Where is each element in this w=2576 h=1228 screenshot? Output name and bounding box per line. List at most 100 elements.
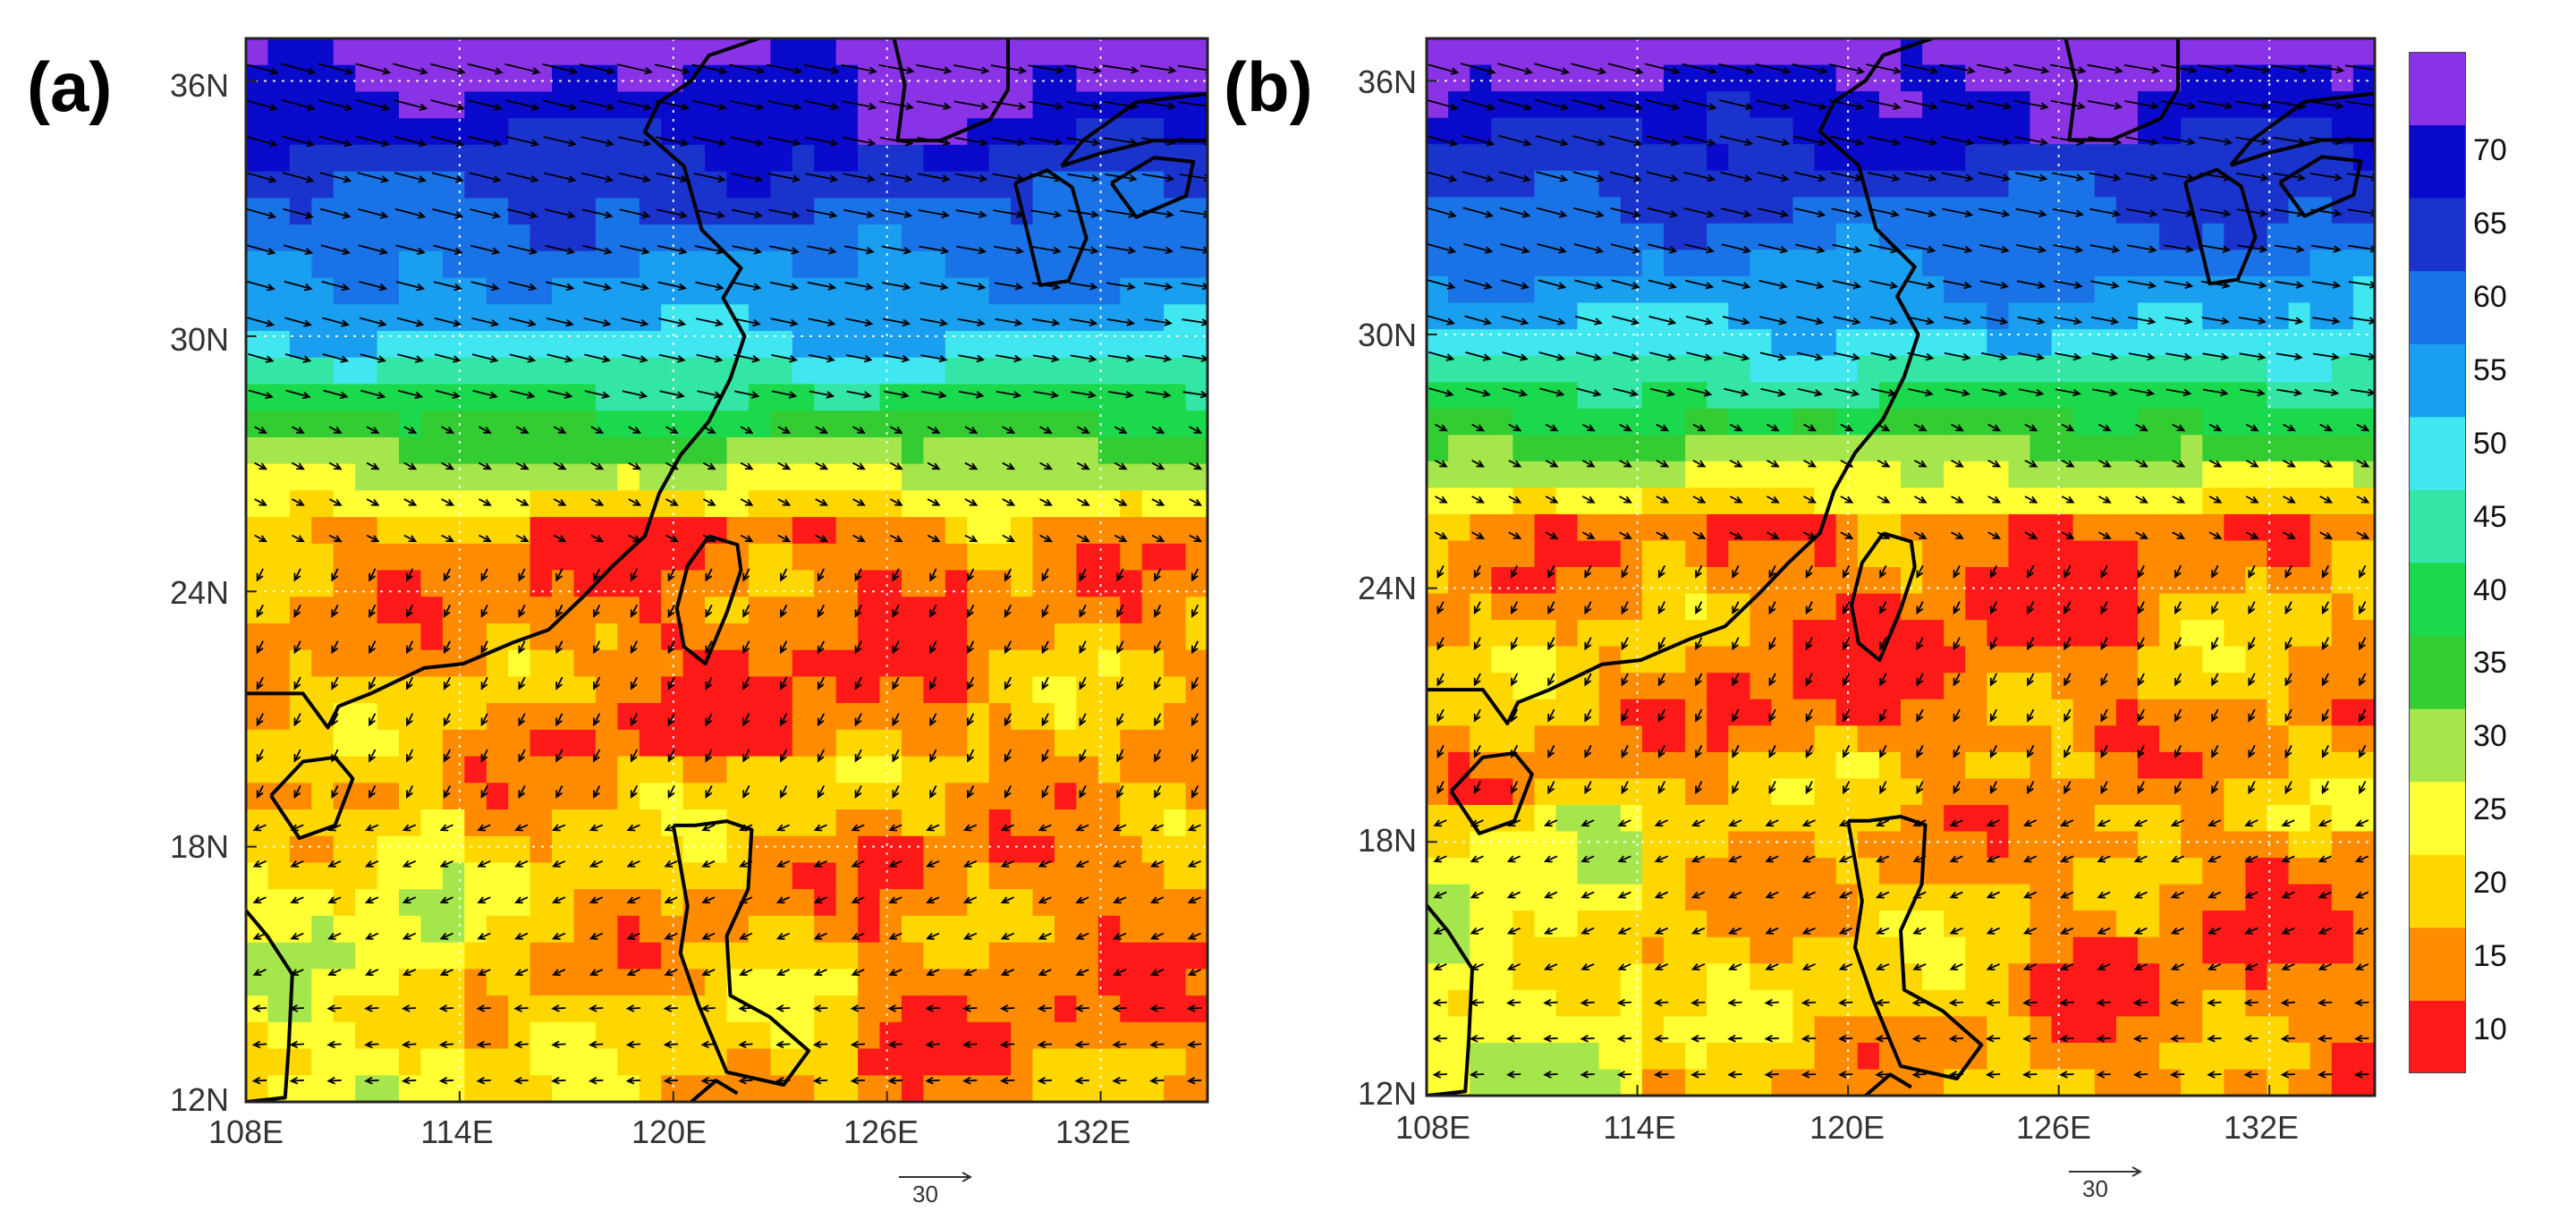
field-cell xyxy=(1427,250,1449,277)
field-cell xyxy=(1901,725,1923,753)
field-cell xyxy=(1598,936,1622,964)
field-cell xyxy=(530,835,553,864)
field-cell xyxy=(1901,936,1923,964)
field-cell xyxy=(1598,751,1622,780)
wind-arrow xyxy=(360,389,386,400)
wind-arrow xyxy=(1140,101,1176,110)
field-cell xyxy=(2115,250,2139,277)
field-cell xyxy=(464,543,487,572)
field-cell xyxy=(748,331,771,359)
field-cell xyxy=(1901,699,1923,726)
field-cell xyxy=(2115,858,2139,885)
coastline xyxy=(1109,156,1196,219)
coastline xyxy=(2229,91,2375,167)
coastline xyxy=(1013,168,1089,287)
field-cell xyxy=(1707,751,1729,780)
wind-arrow xyxy=(1576,387,1602,397)
wind-arrow xyxy=(1041,640,1049,655)
field-cell xyxy=(2309,778,2333,806)
wind-arrow xyxy=(926,824,940,832)
field-cell xyxy=(1707,540,1729,568)
field-cell xyxy=(1185,1048,1208,1076)
field-cell xyxy=(1814,620,1837,648)
field-cell xyxy=(1922,329,1945,357)
field-cell xyxy=(1944,250,1966,277)
wind-arrow xyxy=(892,676,900,690)
field-cell xyxy=(573,411,597,438)
wind-arrow xyxy=(2097,963,2111,970)
field-cell xyxy=(311,118,335,146)
field-cell xyxy=(377,331,400,359)
field-cell xyxy=(1792,302,1816,330)
field-cell xyxy=(1750,250,1773,277)
field-cell xyxy=(1771,936,1794,964)
field-cell xyxy=(1965,513,1987,542)
field-cell xyxy=(486,304,509,332)
field-cell xyxy=(792,1048,815,1076)
field-cell xyxy=(2115,275,2139,304)
field-cell xyxy=(377,91,400,119)
wind-arrow xyxy=(2245,495,2259,504)
wind-arrow xyxy=(429,63,466,75)
wind-arrow xyxy=(1104,137,1139,147)
field-cell xyxy=(355,942,378,970)
field-cell xyxy=(420,277,444,305)
field-cell xyxy=(705,144,728,173)
field-cell xyxy=(988,384,1012,411)
wind-arrow xyxy=(1801,1071,1817,1079)
field-cell xyxy=(967,517,990,545)
field-cell xyxy=(333,198,356,225)
field-cell xyxy=(2008,38,2031,66)
field-cell xyxy=(617,144,640,173)
field-cell xyxy=(1707,250,1729,277)
field-cell xyxy=(2072,963,2096,991)
field-cell xyxy=(617,304,640,332)
wind-arrow xyxy=(1506,927,1521,935)
field-cell xyxy=(2072,858,2096,885)
field-cell xyxy=(1185,649,1208,677)
wind-arrow xyxy=(1154,676,1162,690)
field-cell xyxy=(1555,778,1579,806)
wind-arrow xyxy=(1000,969,1014,977)
wind-arrow xyxy=(1911,1034,1927,1043)
wind-arrow xyxy=(1511,708,1519,723)
field-cell xyxy=(1750,805,1773,833)
field-cell xyxy=(311,436,335,465)
wind-arrow xyxy=(364,824,379,832)
field-cell xyxy=(1534,64,1557,92)
wind-arrow xyxy=(406,749,414,763)
field-cell xyxy=(333,436,356,465)
wind-arrow xyxy=(1766,460,1780,468)
wind-arrow xyxy=(1191,676,1199,690)
field-cell xyxy=(267,144,291,173)
field-cell xyxy=(1664,831,1686,859)
field-cell xyxy=(377,38,400,66)
field-cell xyxy=(1641,355,1665,383)
field-cell xyxy=(1577,275,1600,304)
field-cell xyxy=(1901,435,1923,462)
field-cell xyxy=(573,1048,597,1076)
field-cell xyxy=(1598,117,1622,145)
field-cell xyxy=(1664,170,1686,198)
field-cell xyxy=(2159,487,2182,515)
field-cell xyxy=(1470,250,1492,277)
field-cell xyxy=(682,623,706,651)
field-cell xyxy=(1750,355,1773,383)
wind-arrow xyxy=(1149,969,1165,977)
field-cell xyxy=(661,304,684,332)
wind-arrow xyxy=(843,208,876,219)
field-cell xyxy=(814,649,837,677)
wind-arrow xyxy=(2284,637,2292,651)
field-cell xyxy=(1707,831,1729,859)
field-cell xyxy=(289,436,312,465)
wind-arrow xyxy=(780,568,788,582)
field-cell xyxy=(2309,540,2333,568)
wind-arrow xyxy=(1912,855,1927,863)
field-cell xyxy=(2115,329,2139,357)
field-cell xyxy=(420,995,444,1023)
wind-arrow xyxy=(1079,713,1087,727)
field-cell xyxy=(1448,620,1470,648)
field-cell xyxy=(1987,540,2010,568)
field-cell xyxy=(1164,649,1187,677)
wind-arrow xyxy=(2276,388,2303,397)
